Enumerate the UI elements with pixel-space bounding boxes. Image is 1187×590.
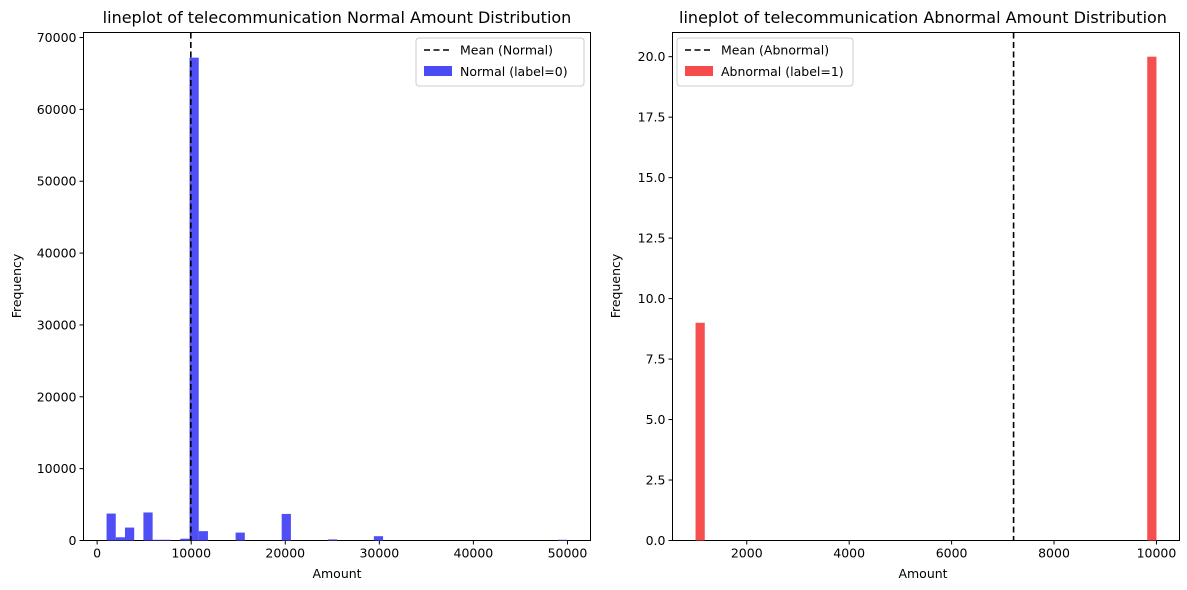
x-tick-label: 50000 <box>548 546 588 561</box>
histogram-bar <box>235 532 245 541</box>
legend: Mean (Abnormal) Abnormal (label=1) <box>676 37 854 87</box>
y-axis-label: Frequency <box>9 253 24 318</box>
y-tick-label: 7.5 <box>646 352 666 367</box>
histogram-bar <box>152 539 162 541</box>
histogram-bar <box>558 539 568 541</box>
y-axis-ticks: 0.0 2.5 5.0 7.5 10.0 12.5 15.0 17.5 20.0 <box>638 49 673 548</box>
legend: Mean (Normal) Normal (label=0) <box>415 37 585 87</box>
x-tick-label: 20000 <box>265 546 305 561</box>
y-axis-label: Frequency <box>608 253 623 318</box>
y-tick-label: 60000 <box>37 102 77 117</box>
legend-mean-label: Mean (Normal) <box>460 43 553 58</box>
histogram-bar <box>695 322 705 541</box>
y-axis-ticks: 0 10000 20000 30000 40000 50000 60000 70000 <box>37 30 84 548</box>
histogram-bar <box>106 513 116 541</box>
legend-series-label: Abnormal (label=1) <box>721 64 844 79</box>
histogram-bar <box>189 57 199 541</box>
x-tick-label: 4000 <box>833 546 865 561</box>
x-tick-label: 8000 <box>1038 546 1070 561</box>
legend-mean-label: Mean (Abnormal) <box>721 43 829 58</box>
histogram-bar <box>198 531 208 541</box>
histogram-bar <box>143 512 153 541</box>
histogram-bar <box>115 537 125 541</box>
y-tick-label: 0.0 <box>646 533 666 548</box>
plot-area <box>672 32 1180 541</box>
legend-series-swatch <box>424 66 452 76</box>
histogram-bars <box>695 56 1157 541</box>
y-tick-label: 10000 <box>37 461 77 476</box>
plot-area <box>83 32 591 541</box>
y-tick-label: 2.5 <box>646 473 666 488</box>
y-tick-label: 40000 <box>37 246 77 261</box>
x-tick-label: 10000 <box>171 546 211 561</box>
x-axis-ticks: 0 10000 20000 30000 40000 50000 <box>93 540 588 561</box>
x-axis-ticks: 2000 4000 6000 8000 10000 <box>731 540 1177 561</box>
y-tick-label: 15.0 <box>638 170 666 185</box>
histogram-bar <box>281 513 291 541</box>
abnormal-amount-histogram: lineplot of telecommunication Abnormal A… <box>608 8 1180 581</box>
x-tick-label: 10000 <box>1137 546 1177 561</box>
y-tick-label: 12.5 <box>638 231 666 246</box>
x-tick-label: 40000 <box>454 546 494 561</box>
legend-frame <box>676 37 854 87</box>
chart-title: lineplot of telecommunication Normal Amo… <box>103 8 572 27</box>
y-tick-label: 17.5 <box>638 110 666 125</box>
histogram-bar <box>1147 56 1157 541</box>
y-tick-label: 20000 <box>37 389 77 404</box>
legend-series-label: Normal (label=0) <box>460 64 568 79</box>
legend-frame <box>415 37 585 87</box>
y-tick-label: 70000 <box>37 30 77 45</box>
x-axis-label: Amount <box>898 566 947 581</box>
y-tick-label: 20.0 <box>638 49 666 64</box>
histogram-bar <box>327 539 337 541</box>
x-tick-label: 2000 <box>731 546 763 561</box>
y-tick-label: 50000 <box>37 174 77 189</box>
x-axis-label: Amount <box>312 566 361 581</box>
x-tick-label: 30000 <box>359 546 399 561</box>
histogram-bars <box>106 57 568 541</box>
histogram-bar <box>373 536 384 541</box>
histogram-bar <box>161 539 172 541</box>
x-tick-label: 6000 <box>936 546 968 561</box>
y-tick-label: 10.0 <box>638 291 666 306</box>
histogram-bar <box>124 527 135 541</box>
x-tick-label: 0 <box>93 546 101 561</box>
chart-title: lineplot of telecommunication Abnormal A… <box>679 8 1167 27</box>
histogram-bar <box>180 538 190 541</box>
y-tick-label: 5.0 <box>646 412 666 427</box>
y-tick-label: 30000 <box>37 317 77 332</box>
legend-series-swatch <box>685 66 713 76</box>
normal-amount-histogram: lineplot of telecommunication Normal Amo… <box>9 8 591 581</box>
y-tick-label: 0 <box>69 533 77 548</box>
